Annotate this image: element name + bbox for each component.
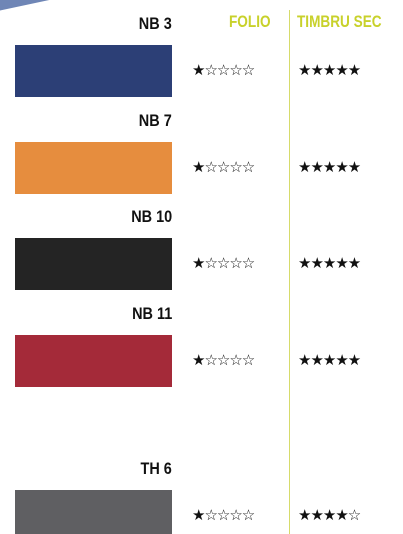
row-label: NB 11 — [132, 304, 172, 324]
color-swatch — [15, 490, 172, 534]
folio-rating: ★☆☆☆☆ — [192, 158, 254, 176]
color-swatch — [15, 238, 172, 290]
color-swatch — [15, 335, 172, 387]
folio-rating: ★☆☆☆☆ — [192, 254, 254, 272]
timbru-rating: ★★★★☆ — [298, 506, 360, 524]
folio-rating: ★☆☆☆☆ — [192, 61, 254, 79]
folio-rating: ★☆☆☆☆ — [192, 506, 254, 524]
color-swatch — [15, 142, 172, 194]
timbru-rating: ★★★★★ — [298, 61, 360, 79]
timbru-rating: ★★★★★ — [298, 158, 360, 176]
row-label: NB 10 — [131, 207, 172, 227]
color-swatch — [15, 45, 172, 97]
column-divider — [289, 10, 290, 534]
page: FOLIO TIMBRU SEC NB 3 ★☆☆☆☆ ★★★★★ NB 7 ★☆☆☆☆… — [0, 0, 403, 534]
row-label: NB 7 — [139, 111, 172, 131]
folio-rating: ★☆☆☆☆ — [192, 351, 254, 369]
timbru-rating: ★★★★★ — [298, 351, 360, 369]
column-header: TIMBRU SEC — [297, 12, 382, 32]
pen-image — [0, 0, 61, 14]
row-label: TH 6 — [141, 459, 172, 479]
timbru-rating: ★★★★★ — [298, 254, 360, 272]
row-label: NB 3 — [139, 14, 172, 34]
column-header: FOLIO — [229, 12, 271, 32]
